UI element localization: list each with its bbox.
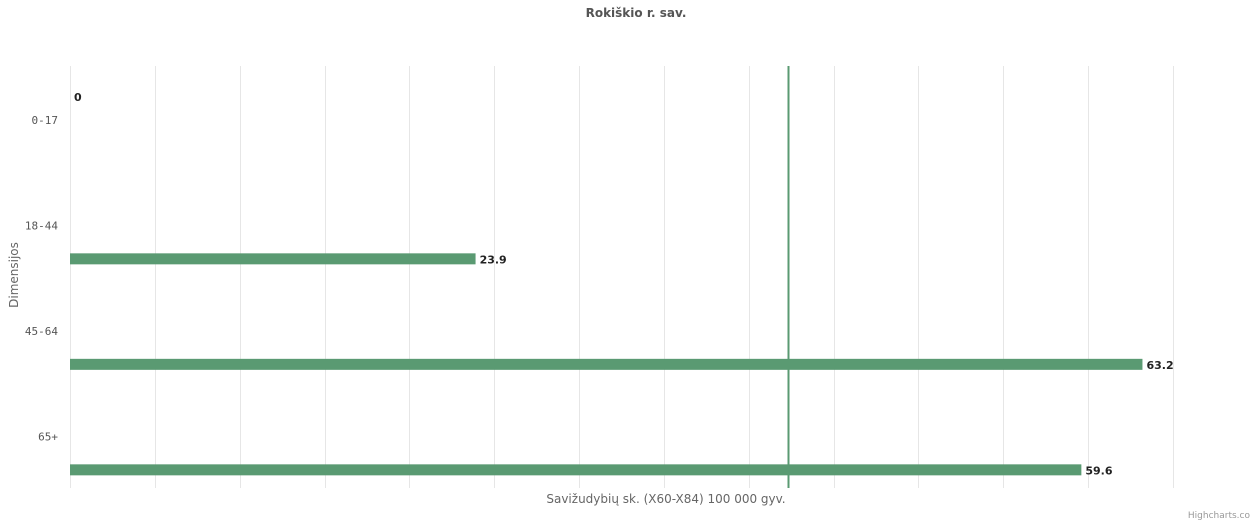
category-label-65+: 65+ xyxy=(38,431,58,444)
data-labels: 0 23.9 63.2 59.6 xyxy=(74,91,1174,477)
bar-65+[interactable] xyxy=(70,464,1082,476)
data-label-0-17: 0 xyxy=(74,91,82,104)
category-label-45-64: 45-64 xyxy=(25,325,58,338)
gridlines xyxy=(70,66,1174,488)
chart-title: Rokiškio r. sav. xyxy=(586,6,687,20)
data-label-18-44: 23.9 xyxy=(480,253,507,266)
credits-label[interactable]: Highcharts.co xyxy=(1188,511,1251,520)
x-axis-title: Savižudybių sk. (X60-X84) 100 000 gyv. xyxy=(546,492,785,506)
bar-series xyxy=(70,253,1143,476)
category-label-0-17: 0-17 xyxy=(32,114,59,127)
y-axis-title: Dimensijos xyxy=(7,242,21,308)
data-label-45-64: 63.2 xyxy=(1146,359,1173,372)
bar-45-64[interactable] xyxy=(70,358,1143,370)
data-label-65+: 59.6 xyxy=(1085,464,1112,477)
category-label-18-44: 18-44 xyxy=(25,220,58,233)
category-labels: 0-17 18-44 45-64 65+ xyxy=(25,114,58,444)
bar-18-44[interactable] xyxy=(70,253,476,265)
